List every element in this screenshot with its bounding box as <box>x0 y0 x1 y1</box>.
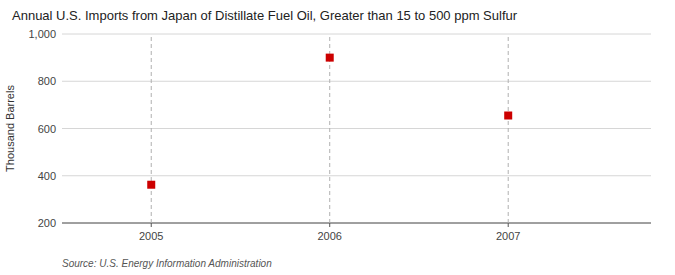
x-tick <box>151 223 152 227</box>
x-guide-line <box>508 34 509 223</box>
x-axis-line <box>62 223 651 224</box>
y-tick-label: 1,000 <box>28 28 56 40</box>
point <box>326 54 334 62</box>
y-tick-label: 800 <box>38 75 56 87</box>
grid-line <box>62 223 651 224</box>
grid-line <box>62 81 651 82</box>
grid-line <box>62 34 651 35</box>
chart: Annual U.S. Imports from Japan of Distil… <box>0 0 675 275</box>
data-group <box>147 34 512 223</box>
annotation: Source: U.S. Energy Information Administ… <box>62 258 272 269</box>
grid-line <box>62 128 651 129</box>
y-axis-label: Thousand Barrels <box>4 85 16 172</box>
point <box>504 112 512 120</box>
x-tick-label: 2005 <box>139 230 163 242</box>
y-tick-label: 600 <box>38 123 56 135</box>
x-tick-label: 2006 <box>317 230 341 242</box>
x-guide-line <box>151 34 152 223</box>
x-tick <box>508 223 509 227</box>
x-tick-label: 2007 <box>496 230 520 242</box>
y-tick-label: 200 <box>38 217 56 229</box>
y-grid <box>62 34 651 223</box>
x-tick <box>329 223 330 227</box>
point <box>147 181 155 189</box>
title: Annual U.S. Imports from Japan of Distil… <box>12 8 518 23</box>
x-guide-line <box>329 34 330 223</box>
y-tick-label: 400 <box>38 170 56 182</box>
chart-container: Annual U.S. Imports from Japan of Distil… <box>0 0 675 275</box>
grid-line <box>62 175 651 176</box>
